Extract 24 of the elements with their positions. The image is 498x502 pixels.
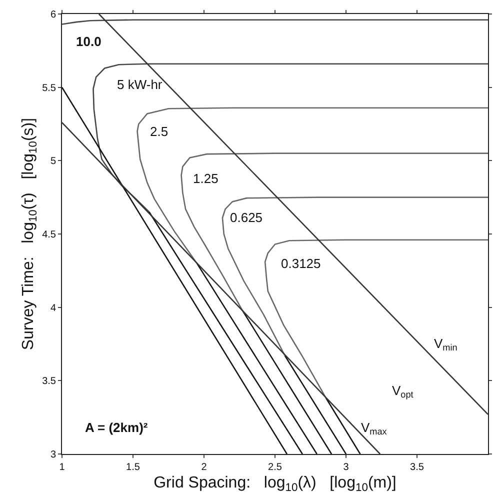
annotation: 0.3125 [281,256,321,271]
annotation: 2.5 [150,124,168,139]
annotation: A = (2km)² [85,420,148,435]
annotation: V$_{min}$ [434,336,458,353]
annotation: 5 kW-hr [117,77,163,92]
x-tick-label: 2 [201,462,208,473]
annotation: 10.0 [76,34,102,49]
x-tick-label: 3 [343,462,350,473]
x-tick-label: 1.5 [126,462,140,473]
x-tick-label: 1 [59,462,66,473]
annotation: V$_{max}$ [361,420,388,437]
y-tick-label: 3 [50,450,56,460]
y-tick-label: 4.5 [42,230,56,240]
y-tick-label: 4 [50,302,56,314]
x-axis-title: Grid Spacing: log$_{10}$(λ) [log$_{10}$(m)] [154,474,396,494]
x-tick-label: 2.5 [268,462,282,473]
annotation: 0.625 [230,210,263,225]
y-tick-label: 5 [50,156,56,168]
annotation: V$_{opt}$ [392,383,414,400]
annotation: 1.25 [193,171,218,186]
y-tick-label: 3.5 [42,376,56,388]
y-tick-label: 6 [50,10,56,20]
y-tick-label: 5.5 [42,82,56,94]
x-tick-label: 3.5 [410,462,424,473]
